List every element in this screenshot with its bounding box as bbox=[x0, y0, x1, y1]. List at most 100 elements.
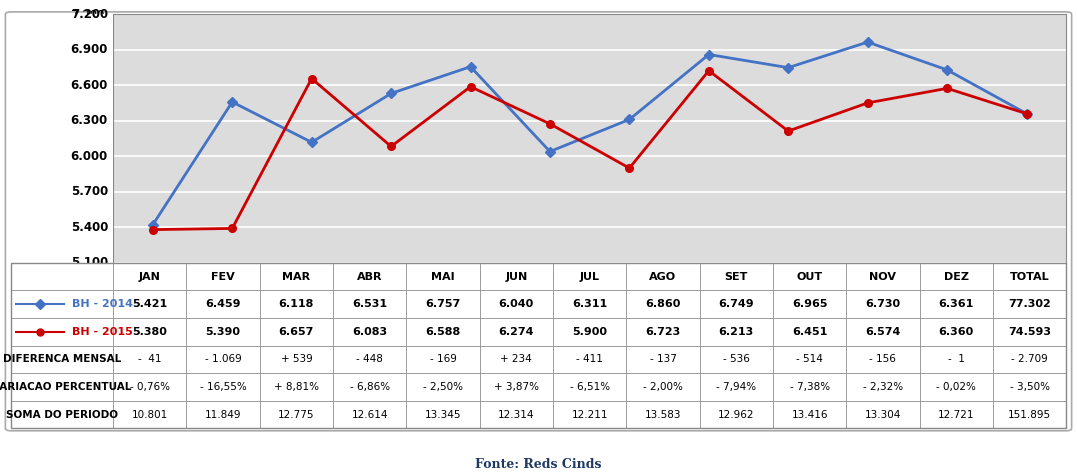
Text: 6.361: 6.361 bbox=[938, 299, 974, 309]
Text: 77.302: 77.302 bbox=[1008, 299, 1051, 309]
Bar bbox=[260, 401, 333, 428]
Bar bbox=[479, 290, 553, 318]
Text: - 514: - 514 bbox=[796, 354, 823, 365]
Bar bbox=[479, 401, 553, 428]
Bar bbox=[553, 290, 627, 318]
Bar bbox=[11, 373, 113, 401]
Text: + 234: + 234 bbox=[501, 354, 532, 365]
Bar bbox=[11, 318, 113, 346]
Bar bbox=[406, 346, 479, 373]
Bar bbox=[479, 373, 553, 401]
Text: 6.757: 6.757 bbox=[425, 299, 461, 309]
Text: 5.380: 5.380 bbox=[132, 327, 167, 337]
Text: ABR: ABR bbox=[356, 271, 382, 282]
Bar bbox=[627, 290, 700, 318]
Bar bbox=[920, 373, 993, 401]
Bar bbox=[406, 290, 479, 318]
Text: TOTAL: TOTAL bbox=[1010, 271, 1049, 282]
Bar bbox=[333, 346, 406, 373]
Bar bbox=[113, 401, 186, 428]
Text: DEZ: DEZ bbox=[943, 271, 968, 282]
Text: 6.723: 6.723 bbox=[645, 327, 681, 337]
Text: - 536: - 536 bbox=[723, 354, 750, 365]
Text: NOV: NOV bbox=[869, 271, 896, 282]
Text: OUT: OUT bbox=[797, 271, 823, 282]
Text: Fonte: Reds Cinds: Fonte: Reds Cinds bbox=[475, 457, 602, 471]
Bar bbox=[553, 346, 627, 373]
Bar bbox=[260, 290, 333, 318]
Text: 11.849: 11.849 bbox=[205, 409, 241, 420]
Bar bbox=[553, 401, 627, 428]
Bar bbox=[700, 346, 773, 373]
Bar bbox=[700, 318, 773, 346]
Text: - 6,51%: - 6,51% bbox=[570, 382, 610, 392]
Bar bbox=[700, 373, 773, 401]
Text: 5.900: 5.900 bbox=[572, 327, 607, 337]
Text: 6.311: 6.311 bbox=[572, 299, 607, 309]
Text: 6.749: 6.749 bbox=[718, 299, 754, 309]
Text: 5.421: 5.421 bbox=[132, 299, 167, 309]
Bar bbox=[113, 373, 186, 401]
Bar bbox=[553, 373, 627, 401]
Text: 6.360: 6.360 bbox=[939, 327, 974, 337]
Bar bbox=[847, 373, 920, 401]
Bar bbox=[186, 318, 260, 346]
Bar bbox=[920, 318, 993, 346]
Bar bbox=[920, 346, 993, 373]
Text: JUL: JUL bbox=[579, 271, 600, 282]
Text: 13.583: 13.583 bbox=[645, 409, 682, 420]
Text: 12.721: 12.721 bbox=[938, 409, 975, 420]
Bar bbox=[406, 401, 479, 428]
Text: 12.314: 12.314 bbox=[498, 409, 534, 420]
Bar bbox=[700, 290, 773, 318]
Text: 74.593: 74.593 bbox=[1008, 327, 1051, 337]
Text: 6.531: 6.531 bbox=[352, 299, 388, 309]
Text: FEV: FEV bbox=[211, 271, 235, 282]
Text: AGO: AGO bbox=[649, 271, 676, 282]
Bar bbox=[993, 290, 1066, 318]
Text: 6.588: 6.588 bbox=[425, 327, 461, 337]
Bar bbox=[773, 373, 847, 401]
Bar bbox=[260, 318, 333, 346]
Text: BH - 2015: BH - 2015 bbox=[72, 327, 132, 337]
Text: -  1: - 1 bbox=[948, 354, 965, 365]
Text: 6.657: 6.657 bbox=[279, 327, 314, 337]
Text: SET: SET bbox=[725, 271, 749, 282]
Bar bbox=[113, 290, 186, 318]
Bar bbox=[993, 263, 1066, 290]
Text: + 8,81%: + 8,81% bbox=[274, 382, 319, 392]
Bar bbox=[700, 263, 773, 290]
Text: - 2,32%: - 2,32% bbox=[863, 382, 903, 392]
Bar bbox=[993, 346, 1066, 373]
Text: 6.451: 6.451 bbox=[792, 327, 827, 337]
Bar bbox=[993, 373, 1066, 401]
Text: 6.000: 6.000 bbox=[71, 150, 108, 163]
Text: JUN: JUN bbox=[505, 271, 528, 282]
Text: - 2.709: - 2.709 bbox=[1011, 354, 1048, 365]
Bar bbox=[406, 263, 479, 290]
Text: - 0,76%: - 0,76% bbox=[129, 382, 170, 392]
Text: 6.574: 6.574 bbox=[865, 327, 900, 337]
Text: - 3,50%: - 3,50% bbox=[1009, 382, 1050, 392]
Bar bbox=[773, 290, 847, 318]
Text: - 156: - 156 bbox=[869, 354, 896, 365]
Text: MAI: MAI bbox=[431, 271, 454, 282]
Text: 5.400: 5.400 bbox=[71, 221, 108, 234]
Bar bbox=[186, 263, 260, 290]
Text: SOMA DO PERIODO: SOMA DO PERIODO bbox=[6, 409, 117, 420]
Bar bbox=[993, 318, 1066, 346]
Bar bbox=[553, 263, 627, 290]
Text: - 6,86%: - 6,86% bbox=[350, 382, 390, 392]
Bar bbox=[186, 346, 260, 373]
Bar bbox=[333, 318, 406, 346]
Text: 6.900: 6.900 bbox=[71, 43, 108, 56]
Text: 6.965: 6.965 bbox=[792, 299, 827, 309]
Bar bbox=[627, 318, 700, 346]
Text: 6.730: 6.730 bbox=[866, 299, 900, 309]
Text: 7.200: 7.200 bbox=[71, 8, 108, 21]
Text: - 2,50%: - 2,50% bbox=[423, 382, 463, 392]
Bar bbox=[11, 401, 113, 428]
Text: 5.100: 5.100 bbox=[71, 256, 108, 269]
Text: 6.040: 6.040 bbox=[499, 299, 534, 309]
Bar bbox=[260, 373, 333, 401]
